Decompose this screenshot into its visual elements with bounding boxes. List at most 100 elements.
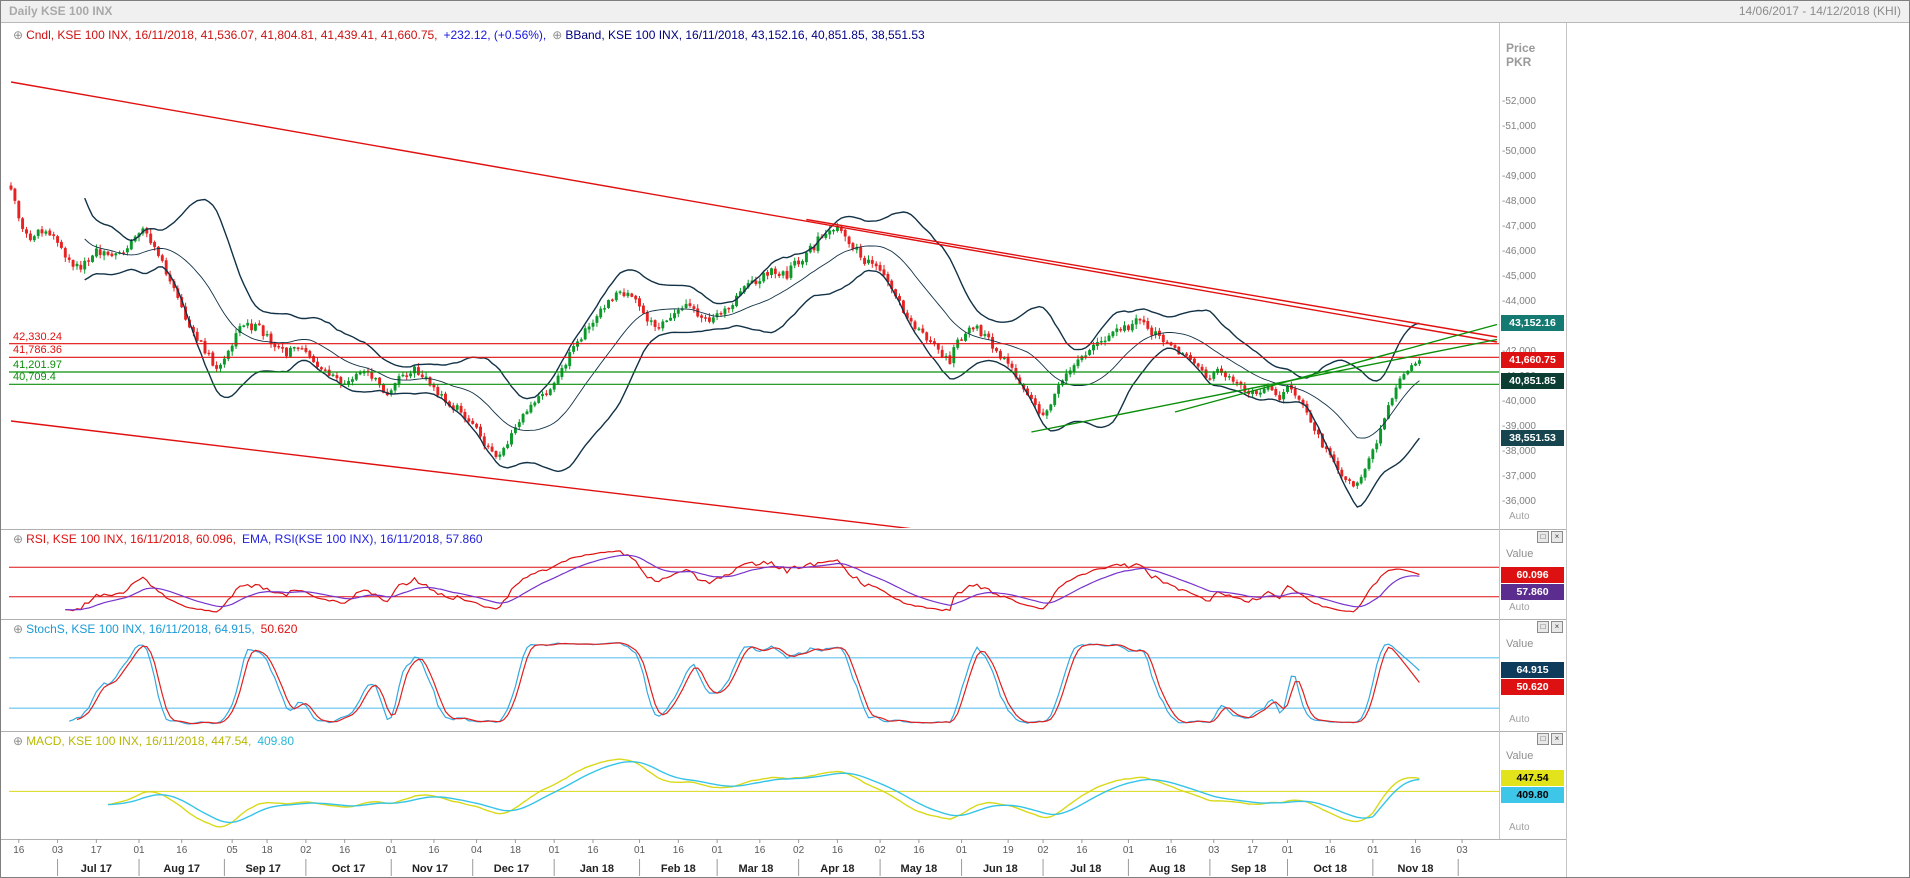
month-label: May 18 (901, 863, 938, 875)
macd-panel-buttons: □ × (1537, 733, 1563, 745)
day-tick-label: 03 (52, 845, 64, 856)
stoch-panel-buttons: □ × (1537, 621, 1563, 633)
macd-auto-toggle[interactable]: Auto (1509, 822, 1530, 833)
day-tick-label: 17 (91, 845, 103, 856)
day-tick-label: 01 (1282, 845, 1294, 856)
day-tick-label: 18 (510, 845, 522, 856)
day-tick-label: 01 (549, 845, 561, 856)
expand-icon[interactable]: ⊕ (552, 28, 563, 42)
price-axis-title-line1: Price (1506, 41, 1536, 55)
month-label: Nov 18 (1397, 863, 1433, 875)
price-axis-title: Price PKR (1506, 41, 1535, 69)
month-label: Mar 18 (739, 863, 774, 875)
day-tick-label: 01 (712, 845, 724, 856)
month-label: Jul 17 (81, 863, 112, 875)
rsi-legend-main: RSI, KSE 100 INX, 16/11/2018, 60.096, (26, 532, 236, 546)
candle-bodies-up (32, 225, 1421, 486)
trend-line (1174, 323, 1498, 413)
main-legend: ⊕ Cndl, KSE 100 INX, 16/11/2018, 41,536.0… (13, 28, 931, 42)
maximize-button[interactable]: □ (1537, 733, 1549, 745)
stoch-legend-d: 50.620 (260, 622, 298, 636)
macd-line (107, 758, 1420, 828)
trend-line (10, 420, 912, 528)
month-label: Feb 18 (661, 863, 696, 875)
rsi-line (65, 550, 1420, 613)
day-tick-label: 17 (1247, 845, 1259, 856)
day-tick-label: 16 (428, 845, 440, 856)
month-label: Oct 18 (1313, 863, 1347, 875)
day-tick-label: 16 (1166, 845, 1178, 856)
month-label: Dec 17 (494, 863, 529, 875)
month-label: Apr 18 (820, 863, 854, 875)
day-tick-label: 16 (587, 845, 599, 856)
day-tick-label: 02 (300, 845, 312, 856)
rsi-ema-line (65, 554, 1420, 611)
bollinger-lower (84, 266, 1420, 508)
day-tick-label: 16 (1325, 845, 1337, 856)
rsi-auto-toggle[interactable]: Auto (1509, 602, 1530, 613)
month-label: Jan 18 (580, 863, 614, 875)
title-bar: Daily KSE 100 INX 14/06/2017 - 14/12/201… (1, 1, 1909, 23)
macd-value-label: Value (1506, 750, 1534, 762)
trend-line (806, 218, 1498, 338)
change-legend: +232.12, (+0.56%), (443, 28, 547, 42)
stoch-auto-toggle[interactable]: Auto (1509, 714, 1530, 725)
macd-legend-signal: 409.80 (257, 734, 295, 748)
rsi-legend: ⊕ RSI, KSE 100 INX, 16/11/2018, 60.096, EM… (13, 532, 489, 546)
month-label: Nov 17 (412, 863, 448, 875)
stoch-d-line (76, 642, 1420, 725)
day-tick-label: 16 (1410, 845, 1422, 856)
close-button[interactable]: × (1551, 733, 1563, 745)
day-tick-label: 01 (1367, 845, 1379, 856)
day-tick-label: 16 (13, 845, 25, 856)
close-button[interactable]: × (1551, 621, 1563, 633)
expand-icon[interactable]: ⊕ (13, 622, 24, 636)
day-tick-label: 16 (673, 845, 685, 856)
day-tick-label: 16 (339, 845, 351, 856)
maximize-button[interactable]: □ (1537, 621, 1549, 633)
trend-line (1031, 338, 1498, 433)
expand-icon[interactable]: ⊕ (13, 28, 24, 42)
day-tick-label: 02 (875, 845, 887, 856)
day-tick-label: 02 (793, 845, 805, 856)
day-tick-label: 01 (956, 845, 968, 856)
day-tick-label: 16 (754, 845, 766, 856)
day-tick-label: 16 (1076, 845, 1088, 856)
bband-legend: BBand, KSE 100 INX, 16/11/2018, 43,152.1… (565, 28, 925, 42)
day-tick-label: 02 (1037, 845, 1049, 856)
day-tick-label: 01 (1123, 845, 1135, 856)
macd-legend-main: MACD, KSE 100 INX, 16/11/2018, 447.54, (26, 734, 252, 748)
candle-legend: Cndl, KSE 100 INX, 16/11/2018, 41,536.07… (26, 28, 438, 42)
maximize-button[interactable]: □ (1537, 531, 1549, 543)
day-tick-label: 19 (1003, 845, 1015, 856)
day-tick-label: 04 (471, 845, 483, 856)
expand-icon[interactable]: ⊕ (13, 532, 24, 546)
day-tick-label: 01 (133, 845, 145, 856)
day-tick-label: 18 (262, 845, 274, 856)
month-label: Jul 18 (1070, 863, 1101, 875)
macd-signal-line (107, 760, 1420, 824)
month-label: Sep 18 (1231, 863, 1266, 875)
stoch-value-label: Value (1506, 638, 1534, 650)
stoch-legend: ⊕ StochS, KSE 100 INX, 16/11/2018, 64.915… (13, 622, 303, 636)
rsi-value-label: Value (1506, 548, 1534, 560)
rsi-legend-ema: EMA, RSI(KSE 100 INX), 16/11/2018, 57.86… (241, 532, 483, 546)
page-title: Daily KSE 100 INX (9, 4, 113, 18)
date-range: 14/06/2017 - 14/12/2018 (KHI) (1738, 4, 1901, 18)
month-label: Aug 18 (1149, 863, 1186, 875)
main-auto-toggle[interactable]: Auto (1509, 511, 1530, 522)
day-tick-label: 01 (386, 845, 398, 856)
trend-line (10, 81, 1498, 343)
expand-icon[interactable]: ⊕ (13, 734, 24, 748)
close-button[interactable]: × (1551, 531, 1563, 543)
bollinger-middle (84, 238, 1420, 439)
month-label: Sep 17 (245, 863, 280, 875)
month-label: Aug 17 (163, 863, 200, 875)
bollinger-upper (84, 197, 1420, 400)
day-tick-label: 16 (176, 845, 188, 856)
month-label: Jun 18 (983, 863, 1018, 875)
day-tick-label: 05 (227, 845, 239, 856)
stoch-legend-main: StochS, KSE 100 INX, 16/11/2018, 64.915, (26, 622, 255, 636)
